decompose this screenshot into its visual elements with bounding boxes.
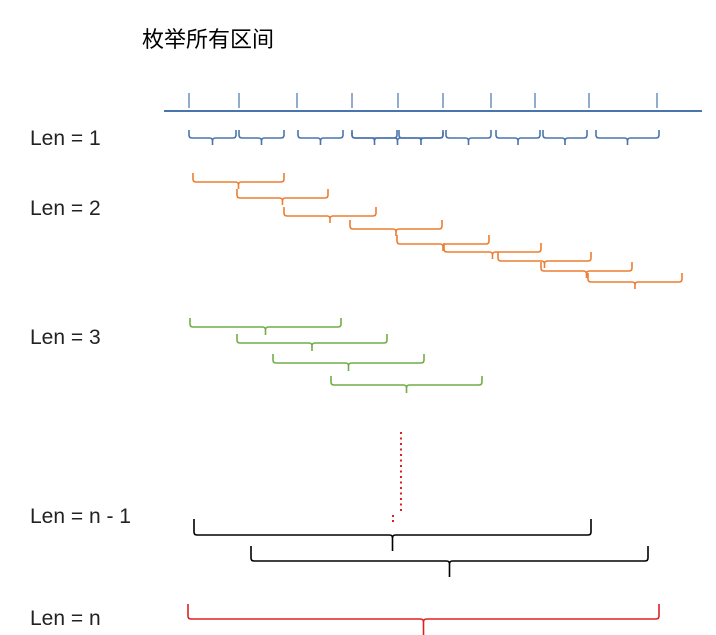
- len-n-minus-1-brackets: [193, 519, 649, 577]
- len-1-bracket-6: [445, 130, 492, 145]
- len-2-bracket-8: [540, 262, 633, 278]
- len-2-bracket-7: [497, 252, 592, 268]
- len-1-bracket-8: [542, 130, 588, 145]
- len-1-bracket-2: [238, 130, 285, 145]
- len-3-bracket-4: [330, 376, 483, 393]
- number-line-ticks: [188, 93, 658, 108]
- len-1-bracket-10: [351, 132, 444, 145]
- len-1-bracket-9: [595, 130, 660, 145]
- len-1-bracket-7: [495, 130, 541, 145]
- len-3-bracket-1: [189, 318, 342, 335]
- len-n-minus-1-bracket-2: [250, 546, 649, 577]
- len-2-bracket-6: [443, 243, 542, 259]
- diagram-title: 枚举所有区间: [142, 28, 274, 53]
- row-label-len-2: Len = 2: [30, 197, 101, 220]
- len-1-brackets: [188, 130, 660, 145]
- len-2-bracket-1: [192, 173, 285, 189]
- len-1-bracket-3: [297, 130, 344, 145]
- len-n-minus-1-bracket-1: [193, 519, 592, 551]
- len-n-bracket-1: [187, 604, 660, 635]
- len-2-bracket-5: [396, 235, 490, 251]
- len-3-bracket-3: [272, 354, 425, 371]
- len-2-bracket-3: [283, 207, 377, 223]
- len-2-bracket-4: [349, 220, 443, 236]
- row-label-len-n-minus-1: Len = n - 1: [30, 505, 131, 528]
- len-2-bracket-9: [587, 273, 683, 289]
- row-label-len-n: Len = n: [30, 607, 101, 630]
- len-3-bracket-2: [236, 334, 388, 351]
- len-n-brackets: [187, 604, 660, 635]
- row-label-len-1: Len = 1: [30, 127, 101, 150]
- row-label-len-3: Len = 3: [30, 326, 101, 349]
- len-2-bracket-2: [236, 189, 329, 205]
- len-2-brackets: [192, 173, 683, 289]
- len-3-brackets: [189, 318, 483, 393]
- len-1-bracket-1: [188, 130, 237, 145]
